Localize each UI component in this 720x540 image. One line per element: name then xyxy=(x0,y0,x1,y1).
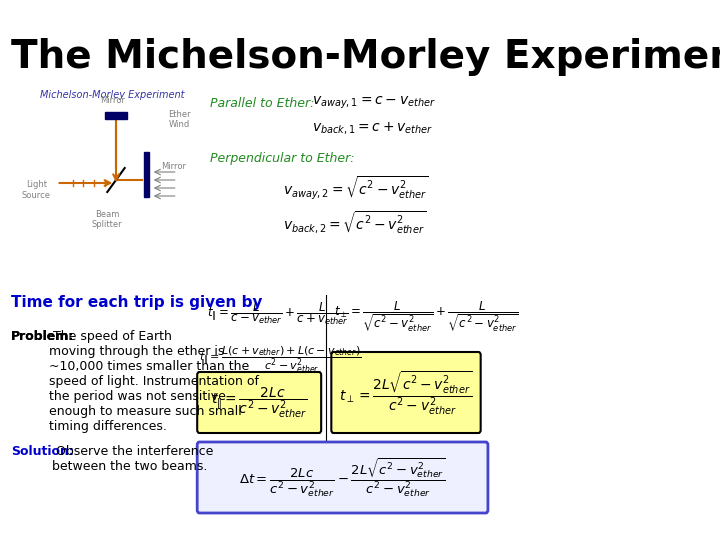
Text: The speed of Earth
moving through the ether is
~10,000 times smaller than the
sp: The speed of Earth moving through the et… xyxy=(48,330,258,433)
Text: Michelson-Morley Experiment: Michelson-Morley Experiment xyxy=(40,90,184,100)
FancyBboxPatch shape xyxy=(331,352,481,433)
Text: $t_{\perp} = \dfrac{L}{\sqrt{c^2 - v_{ether}^2}} + \dfrac{L}{\sqrt{c^2 - v_{ethe: $t_{\perp} = \dfrac{L}{\sqrt{c^2 - v_{et… xyxy=(333,300,518,334)
Text: Perpendicular to Ether:: Perpendicular to Ether: xyxy=(210,152,355,165)
Bar xyxy=(105,112,127,119)
Text: Light
Source: Light Source xyxy=(22,180,50,200)
Text: $t_{\|} = \dfrac{L}{c - v_{ether}} + \dfrac{L}{c + v_{ether}}$: $t_{\|} = \dfrac{L}{c - v_{ether}} + \df… xyxy=(207,300,348,327)
Text: Parallel to Ether:: Parallel to Ether: xyxy=(210,97,315,110)
FancyBboxPatch shape xyxy=(197,372,321,433)
Text: $t_{\|} = \dfrac{L(c + v_{ether}) + L(c - v_{ether})}{c^2 - v_{ether}^2}$: $t_{\|} = \dfrac{L(c + v_{ether}) + L(c … xyxy=(199,345,362,375)
Text: Beam
Splitter: Beam Splitter xyxy=(92,210,122,230)
Text: $\Delta t = \dfrac{2Lc}{c^2 - v_{ether}^2} - \dfrac{2L\sqrt{c^2 - v_{ether}^2}}{: $\Delta t = \dfrac{2Lc}{c^2 - v_{ether}^… xyxy=(239,456,446,500)
Text: $v_{away,1} = c - v_{ether}$: $v_{away,1} = c - v_{ether}$ xyxy=(312,95,436,111)
Text: $t_{\|} = \dfrac{2Lc}{c^2 - v_{ether}^2}$: $t_{\|} = \dfrac{2Lc}{c^2 - v_{ether}^2}… xyxy=(212,386,307,421)
Text: Ether
Wind: Ether Wind xyxy=(168,110,191,130)
Text: The Michelson-Morley Experiment: The Michelson-Morley Experiment xyxy=(11,38,720,76)
Text: Solution:: Solution: xyxy=(11,445,73,458)
FancyBboxPatch shape xyxy=(197,442,488,513)
Text: Mirror: Mirror xyxy=(100,96,125,105)
Text: Problem:: Problem: xyxy=(11,330,74,343)
Text: Observe the interference
between the two beams.: Observe the interference between the two… xyxy=(52,445,214,473)
Text: Time for each trip is given by: Time for each trip is given by xyxy=(11,295,262,310)
Text: Problem:: Problem: xyxy=(11,330,74,343)
Text: $v_{back,1} = c + v_{ether}$: $v_{back,1} = c + v_{ether}$ xyxy=(312,120,433,136)
Text: Mirror: Mirror xyxy=(161,162,186,171)
Text: $t_{\perp} = \dfrac{2L\sqrt{c^2 - v_{ether}^2}}{c^2 - v_{ether}^2}$: $t_{\perp} = \dfrac{2L\sqrt{c^2 - v_{eth… xyxy=(339,369,472,417)
Text: $v_{away,2} = \sqrt{c^2 - v_{ether}^2}$: $v_{away,2} = \sqrt{c^2 - v_{ether}^2}$ xyxy=(283,175,428,202)
Bar xyxy=(143,152,148,197)
Text: $v_{back,2} = \sqrt{c^2 - v_{ether}^2}$: $v_{back,2} = \sqrt{c^2 - v_{ether}^2}$ xyxy=(283,210,426,236)
